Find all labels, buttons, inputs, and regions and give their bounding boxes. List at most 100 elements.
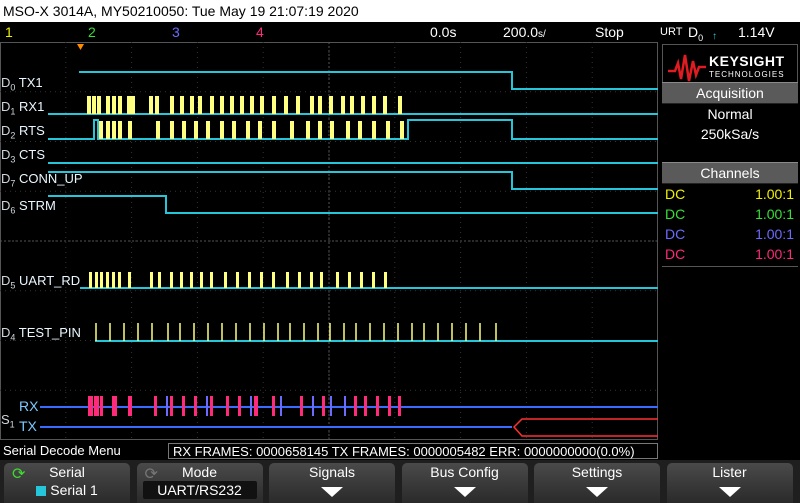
acquisition-panel[interactable]: Acquisition Normal 250kSa/s xyxy=(662,82,798,144)
channel-row-3[interactable]: DC 1.00:1 xyxy=(662,224,798,244)
channel-id: D4 xyxy=(1,325,16,343)
softkey-title: Settings xyxy=(571,464,623,480)
rx1-pulse xyxy=(220,96,224,114)
rts-pulse xyxy=(99,121,103,139)
rx-decode-frame xyxy=(94,396,99,416)
rx1-pulse xyxy=(329,96,333,114)
rts-pulse xyxy=(128,121,132,139)
channel-coupling: DC xyxy=(665,246,686,262)
rx1-pulse xyxy=(106,96,110,114)
graticule-grid xyxy=(0,42,658,440)
uart-rd-pulse xyxy=(236,272,239,288)
rx-decode-frame xyxy=(182,396,185,416)
softkey-mode[interactable]: ⟳ Mode UART/RS232 xyxy=(136,463,263,503)
rx1-pulse xyxy=(310,96,314,114)
uart-rd-pulse xyxy=(298,272,301,288)
rx-decode-frame xyxy=(364,396,367,416)
channel-2-indicator[interactable]: 2 xyxy=(88,24,96,40)
timebase-unit: s/ xyxy=(538,29,546,40)
rts-pulse xyxy=(246,121,250,139)
uart-rd-pulse xyxy=(272,272,275,288)
channel-name: STRM xyxy=(19,198,56,213)
channel-4-indicator[interactable]: 4 xyxy=(256,24,264,40)
rx1-pulse xyxy=(155,96,159,114)
softkey-value: UART/RS232 xyxy=(142,481,257,499)
trigger-level: 1.14V xyxy=(738,24,775,40)
trigger-source-letter: D xyxy=(688,24,699,40)
softkey-serial[interactable]: ⟳ Serial Serial 1 xyxy=(4,463,130,503)
acquisition-title: Acquisition xyxy=(662,82,798,104)
uart-rd-pulse xyxy=(128,272,131,288)
acquisition-rate: 250kSa/s xyxy=(700,126,760,142)
channel-id: D3 xyxy=(1,147,16,165)
channels-panel[interactable]: Channels DC 1.00:1 DC 1.00:1 DC 1.00:1 DC 1.00:… xyxy=(662,162,798,267)
rx-decode-frame-alt xyxy=(250,396,252,416)
rx1-pulse xyxy=(198,96,202,114)
digital-label-strm[interactable]: D6 STRM xyxy=(1,198,56,216)
uart-rd-pulse xyxy=(106,272,109,288)
digital-label-cts[interactable]: D3 CTS xyxy=(1,147,45,165)
channel-row-4[interactable]: DC 1.00:1 xyxy=(662,244,798,264)
rts-pulse xyxy=(112,121,116,139)
channel-id: D5 xyxy=(1,273,16,291)
rts-pulse xyxy=(194,121,198,139)
logo-sub: TECHNOLOGIES xyxy=(709,70,785,79)
window-title: MSO-X 3014A, MY50210050: Tue May 19 21:0… xyxy=(0,0,800,22)
tx-decode-frame xyxy=(512,418,658,437)
channel-row-1[interactable]: DC 1.00:1 xyxy=(662,184,798,204)
channels-title: Channels xyxy=(662,162,798,184)
down-arrow-icon xyxy=(269,481,395,500)
softkey-bus-config[interactable]: Bus Config xyxy=(401,463,528,503)
rx-decode-frame xyxy=(322,396,325,416)
rx-decode-frame xyxy=(128,396,132,416)
channel-name: TX1 xyxy=(18,75,43,90)
uart-rd-pulse xyxy=(190,272,193,288)
softkey-settings[interactable]: Settings xyxy=(534,463,660,503)
channel-name: CONN_UP xyxy=(19,171,83,186)
digital-label-test-pin[interactable]: D4 TEST_PIN xyxy=(1,325,81,343)
channel-3-indicator[interactable]: 3 xyxy=(172,24,180,40)
rx-decode-frame-alt xyxy=(330,396,332,416)
channel-1-indicator[interactable]: 1 xyxy=(5,24,13,40)
rts-pulse xyxy=(346,121,350,139)
trigger-source-sub: 0 xyxy=(698,32,704,43)
uart-rd-pulse xyxy=(89,272,92,288)
uart-rd-pulse xyxy=(336,272,339,288)
softkey-lister[interactable]: Lister xyxy=(666,463,793,503)
rx-decode-frame xyxy=(272,396,275,416)
rx1-pulse xyxy=(318,96,322,114)
rx-decode-frame xyxy=(112,396,117,416)
softkey-signals[interactable]: Signals xyxy=(269,463,395,503)
serial-bus-label[interactable]: S1 xyxy=(1,412,15,430)
trigger-mode: URT xyxy=(660,26,683,38)
softkey-value: Serial 1 xyxy=(4,481,130,499)
rts-pulse xyxy=(386,121,390,139)
digital-label-uart-rd[interactable]: D5 UART_RD xyxy=(1,273,80,291)
uart-rd-pulse xyxy=(320,272,323,288)
waveform-display[interactable] xyxy=(0,42,658,440)
digital-label-conn-up[interactable]: D7 CONN_UP xyxy=(1,171,83,189)
timebase-value: 200.0 xyxy=(503,24,539,40)
rx-decode-frame xyxy=(254,396,258,416)
probe-ratio: 1.00:1 xyxy=(755,246,794,262)
uart-rd-pulse xyxy=(118,272,121,288)
rts-pulse xyxy=(170,121,174,139)
probe-ratio: 1.00:1 xyxy=(755,206,794,222)
rts-pulse xyxy=(358,121,362,139)
trigger-position-marker[interactable] xyxy=(77,44,84,50)
rx1-pulse xyxy=(361,96,365,114)
rx1-pulse xyxy=(87,96,91,114)
digital-label-tx1[interactable]: D0 TX1 xyxy=(1,75,43,93)
uart-rd-pulse xyxy=(372,272,375,288)
channel-name: CTS xyxy=(19,147,46,162)
uart-rd-pulse xyxy=(112,272,115,288)
rx1-pulse xyxy=(92,96,96,114)
channel-coupling: DC xyxy=(665,206,686,222)
rx1-pulse xyxy=(131,96,135,114)
rx1-pulse xyxy=(341,96,345,114)
softkey-title: Lister xyxy=(712,464,747,480)
digital-label-rts[interactable]: D2 RTS xyxy=(1,123,45,141)
uart-rd-pulse xyxy=(210,272,213,288)
channel-row-2[interactable]: DC 1.00:1 xyxy=(662,204,798,224)
digital-label-rx1[interactable]: D1 RX1 xyxy=(1,99,44,117)
